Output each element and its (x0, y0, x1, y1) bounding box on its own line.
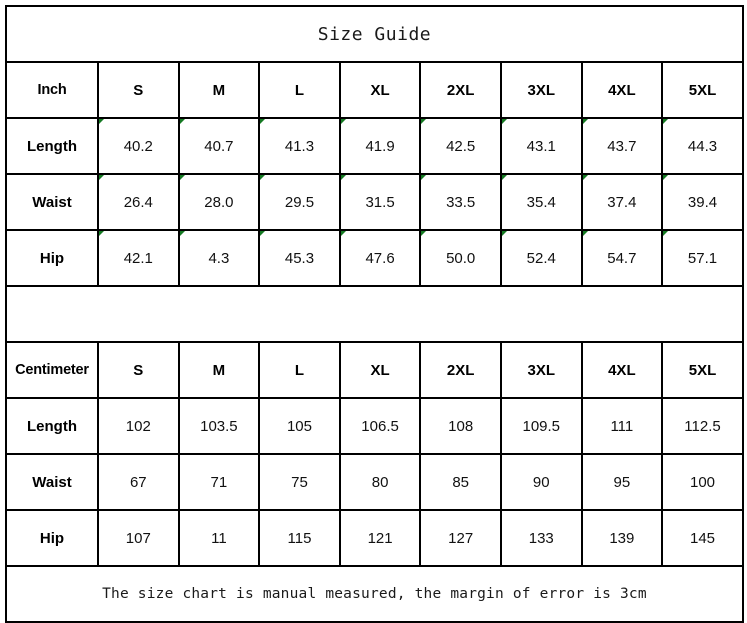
inch-hip-5xl: 57.1 (661, 229, 744, 287)
table-row: Length 102 103.5 105 106.5 108 109.5 111… (5, 397, 744, 455)
footer-row: The size chart is manual measured, the m… (5, 565, 744, 623)
cm-waist-s: 67 (97, 453, 180, 511)
inch-row-label-waist: Waist (5, 173, 99, 231)
title-row: Size Guide (5, 5, 744, 63)
inch-length-3xl: 43.1 (499, 117, 583, 175)
cm-length-xl: 106.5 (338, 397, 422, 455)
cm-header-size-5xl: 5XL (661, 341, 744, 399)
cm-header-size-s: S (97, 341, 180, 399)
cm-waist-m: 71 (177, 453, 261, 511)
table-row: Waist 26.4 28.0 29.5 31.5 33.5 35.4 37.4… (5, 173, 744, 231)
cm-hip-5xl: 145 (661, 509, 744, 567)
inch-waist-l: 29.5 (258, 173, 341, 231)
inch-hip-s: 42.1 (97, 229, 180, 287)
inch-header-size-xl: XL (338, 61, 422, 119)
cm-hip-4xl: 139 (580, 509, 664, 567)
inch-length-xl: 41.9 (338, 117, 422, 175)
cm-waist-3xl: 90 (499, 453, 583, 511)
cm-length-s: 102 (97, 397, 180, 455)
inch-header-size-l: L (258, 61, 341, 119)
inch-length-5xl: 44.3 (661, 117, 744, 175)
table-row: Length 40.2 40.7 41.3 41.9 42.5 43.1 43.… (5, 117, 744, 175)
cm-length-l: 105 (258, 397, 341, 455)
cm-waist-5xl: 100 (661, 453, 744, 511)
table-row: Hip 107 11 115 121 127 133 139 145 (5, 509, 744, 567)
cm-length-m: 103.5 (177, 397, 261, 455)
inch-hip-m: 4.3 (177, 229, 261, 287)
cm-waist-xl: 80 (338, 453, 422, 511)
measurement-disclaimer: The size chart is manual measured, the m… (5, 565, 744, 623)
cm-hip-xl: 121 (338, 509, 422, 567)
inch-waist-2xl: 33.5 (419, 173, 502, 231)
inch-row-label-length: Length (5, 117, 99, 175)
inch-length-m: 40.7 (177, 117, 261, 175)
inch-waist-s: 26.4 (97, 173, 180, 231)
cm-header-size-l: L (258, 341, 341, 399)
cm-length-3xl: 109.5 (499, 397, 583, 455)
inch-waist-xl: 31.5 (338, 173, 422, 231)
inch-unit-header: Inch (5, 61, 99, 119)
spacer-row (5, 285, 744, 343)
inch-hip-xl: 47.6 (338, 229, 422, 287)
inch-length-s: 40.2 (97, 117, 180, 175)
inch-header-size-m: M (177, 61, 261, 119)
inch-waist-3xl: 35.4 (499, 173, 583, 231)
inch-header-size-4xl: 4XL (580, 61, 664, 119)
table-row: Hip 42.1 4.3 45.3 47.6 50.0 52.4 54.7 57… (5, 229, 744, 287)
inch-header-size-s: S (97, 61, 180, 119)
cm-header-size-2xl: 2XL (419, 341, 502, 399)
centimeter-header-row: Centimeter S M L XL 2XL 3XL 4XL 5XL (5, 341, 744, 399)
cm-length-5xl: 112.5 (661, 397, 744, 455)
cm-waist-4xl: 95 (580, 453, 664, 511)
inch-waist-m: 28.0 (177, 173, 261, 231)
cm-header-size-3xl: 3XL (499, 341, 583, 399)
inch-hip-4xl: 54.7 (580, 229, 664, 287)
inch-length-2xl: 42.5 (419, 117, 502, 175)
inch-row-label-hip: Hip (5, 229, 99, 287)
inch-header-row: Inch S M L XL 2XL 3XL 4XL 5XL (5, 61, 744, 119)
inch-length-4xl: 43.7 (580, 117, 664, 175)
centimeter-unit-header: Centimeter (5, 341, 99, 399)
cm-row-label-hip: Hip (5, 509, 99, 567)
cm-header-size-m: M (177, 341, 261, 399)
inch-waist-4xl: 37.4 (580, 173, 664, 231)
inch-hip-3xl: 52.4 (499, 229, 583, 287)
cm-length-2xl: 108 (419, 397, 502, 455)
inch-header-size-3xl: 3XL (499, 61, 583, 119)
cm-header-size-xl: XL (338, 341, 422, 399)
cm-hip-m: 11 (177, 509, 261, 567)
size-guide-table: Size Guide Inch S M L XL 2XL 3XL 4XL 5XL… (5, 5, 744, 623)
cm-waist-l: 75 (258, 453, 341, 511)
cm-header-size-4xl: 4XL (580, 341, 664, 399)
inch-hip-l: 45.3 (258, 229, 341, 287)
table-row: Waist 67 71 75 80 85 90 95 100 (5, 453, 744, 511)
cm-row-label-waist: Waist (5, 453, 99, 511)
inch-header-size-2xl: 2XL (419, 61, 502, 119)
cm-waist-2xl: 85 (419, 453, 502, 511)
cm-hip-3xl: 133 (499, 509, 583, 567)
inch-hip-2xl: 50.0 (419, 229, 502, 287)
inch-length-l: 41.3 (258, 117, 341, 175)
cm-hip-s: 107 (97, 509, 180, 567)
inch-waist-5xl: 39.4 (661, 173, 744, 231)
cm-hip-2xl: 127 (419, 509, 502, 567)
inch-header-size-5xl: 5XL (661, 61, 744, 119)
table-separator (5, 285, 744, 343)
cm-hip-l: 115 (258, 509, 341, 567)
size-guide-title: Size Guide (5, 5, 744, 63)
cm-row-label-length: Length (5, 397, 99, 455)
cm-length-4xl: 111 (580, 397, 664, 455)
